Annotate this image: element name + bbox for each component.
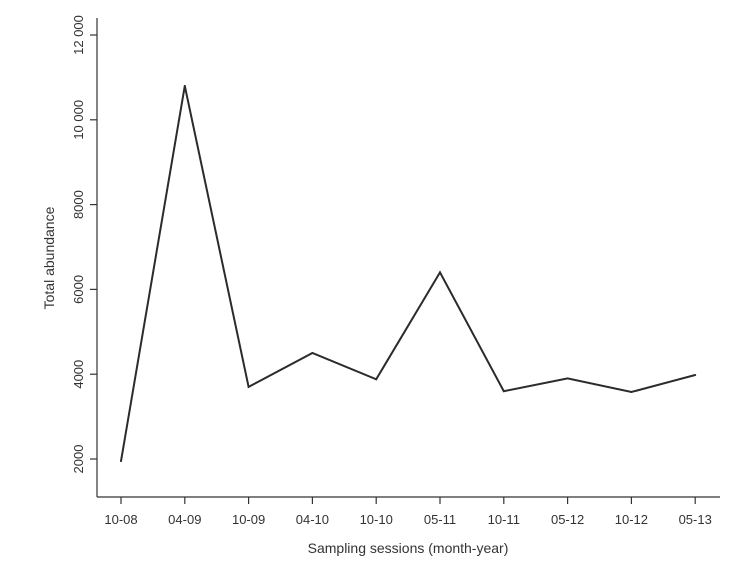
y-tick-label: 10 000 [71,100,86,140]
x-tick-label: 04-09 [168,512,201,527]
x-tick-label: 10-11 [488,512,520,527]
data-point [566,377,569,380]
data-point [247,385,250,388]
x-tick-label: 10-12 [615,512,648,527]
y-axis-title: Total abundance [41,206,57,309]
data-point [694,374,697,377]
data-point [183,84,186,87]
x-tick-label: 10-08 [104,512,137,527]
data-point [502,390,505,393]
y-tick-label: 8000 [71,190,86,219]
x-tick-label: 10-10 [360,512,393,527]
data-point [375,378,378,381]
y-tick-label: 6000 [71,275,86,304]
y-tick-label: 2000 [71,445,86,474]
x-tick-label: 04-10 [296,512,329,527]
data-point [120,460,122,463]
x-axis-title: Sampling sessions (month-year) [308,540,509,556]
data-point [630,391,633,394]
x-axis-ticks: 10-08 04-09 10-09 04-10 10-10 05-11 10-11 05-12… [104,497,712,527]
x-tick-label: 05-12 [551,512,584,527]
series-group [120,84,697,463]
y-axis-ticks: 2000 4000 6000 8000 10 000 12 000 [71,15,97,473]
x-tick-label: 05-13 [679,512,712,527]
data-point [439,271,441,274]
y-tick-label: 4000 [71,360,86,389]
x-tick-label: 05-11 [424,512,456,527]
x-tick-label: 10-09 [232,512,265,527]
series-line [120,85,696,462]
y-tick-label: 12 000 [71,15,86,55]
data-point [311,352,314,354]
